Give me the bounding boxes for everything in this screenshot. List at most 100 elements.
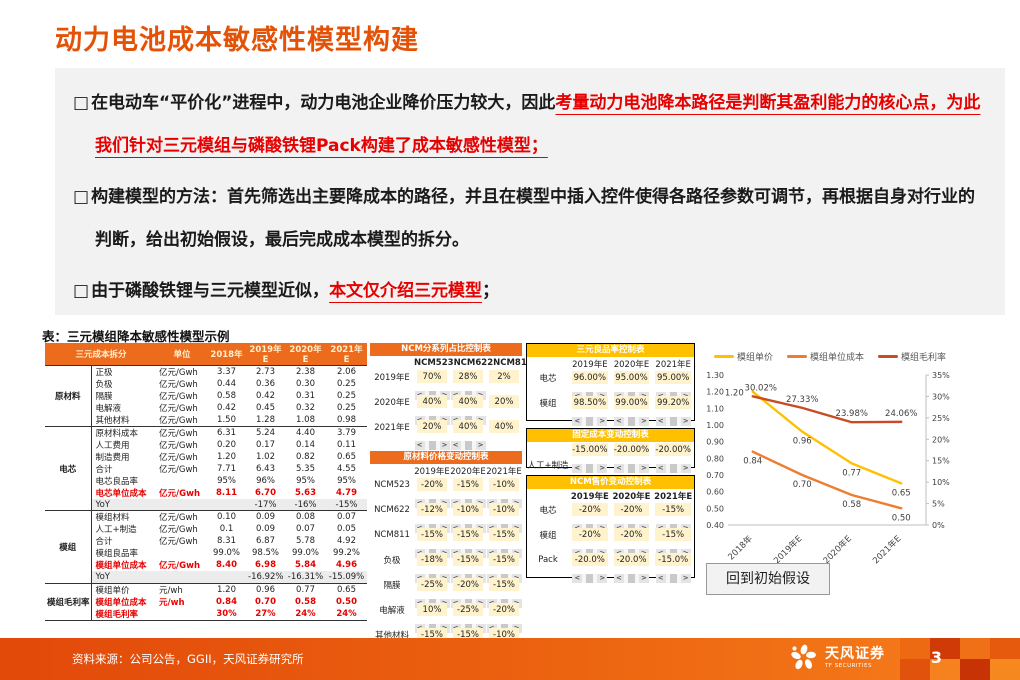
cost-table-header-cell: 2021年E [326,343,368,366]
spinner-thumb[interactable] [669,464,677,473]
cost-table-value: 0.36 [256,379,275,389]
spinner-control[interactable]: <> [414,441,450,450]
spinner-control[interactable]: <> [572,574,608,583]
cost-table-value: 95% [337,476,356,486]
spinner-left-arrow[interactable]: < [613,464,624,473]
cost-table-item-name: 原材料成本 [91,426,158,439]
control-value: 95.00% [613,371,650,384]
spinner-control[interactable]: <> [572,417,608,426]
spinner-control[interactable]: <> [655,464,691,473]
control-value: 95.00% [655,371,691,384]
x-axis-label: 2021年E [870,533,903,566]
spinner-left-arrow[interactable]: < [572,574,583,583]
cost-table-item-name: 模组单位成本 [95,561,147,572]
control-value-cell: 95.00% [652,370,694,385]
control-value-cell: 2% [486,369,522,384]
spinner-left-arrow[interactable]: < [414,441,425,450]
control-spinner-row: <><><> [527,515,694,533]
control-table: NCM售价变动控制表 2019年E 2020年E 2021年E 电芯 -20% -20% -1… [526,475,695,583]
cost-table-value: 0.44 [217,379,236,389]
control-value-cell: 70% [414,369,450,384]
cost-table-value: -17% [246,499,286,511]
spinner-left-arrow[interactable]: < [655,464,666,473]
spinner-thumb[interactable] [586,417,594,426]
spinner-right-arrow[interactable]: > [597,574,608,583]
cost-table-header: 三元成本拆分 单位 2018年 2019年E 2020年E 2021年E [45,343,368,366]
control-value: -20% [417,478,447,491]
spinner-thumb[interactable] [586,464,594,473]
spinner-right-arrow[interactable]: > [597,417,608,426]
spinner-right-arrow[interactable]: > [597,464,608,473]
spinner-left-arrow[interactable]: < [613,574,624,583]
spinner-thumb[interactable] [586,574,594,583]
control-tables-left: NCM分系列占比控制表 NCM523 NCM622 NCM811 2019年E 70% 28… [370,343,533,659]
control-value-row: Pack -20.0% -20.0% -15.0% [527,552,694,566]
spinner-thumb[interactable] [627,464,635,473]
control-table-title: NCM分系列占比控制表 [370,343,522,356]
cost-table-unit: 亿元/Gwh [159,537,198,548]
spinner-left-arrow[interactable]: < [572,417,583,426]
cost-table-value: 6.70 [255,488,276,498]
control-spinner-cell: <> [569,408,611,427]
spinner-right-arrow[interactable]: > [638,417,649,426]
cost-table-value: 30% [216,608,237,619]
spinner-control[interactable]: <> [572,464,608,473]
cost-breakdown-table: 三元成本拆分 单位 2018年 2019年E 2020年E 2021年E 原材料 正极 亿元/… [45,343,368,621]
spinner-left-arrow[interactable]: < [450,441,461,450]
control-table-title: NCM售价变动控制表 [527,476,694,489]
right-axis-tick-label: 25% [932,414,950,423]
table-caption: 表：三元模组降本敏感性模型示例 [42,329,230,344]
bullet-marker: □ [73,281,90,301]
legend-label: 模组毛利率 [901,353,947,363]
mosaic-tile [930,659,960,680]
spinner-track [665,417,681,426]
spinner-left-arrow[interactable]: < [572,464,583,473]
spinner-thumb[interactable] [627,574,635,583]
spinner-right-arrow[interactable]: > [439,441,450,450]
spinner-control[interactable]: <> [613,417,649,426]
control-spinner-row: <><><> [370,540,522,558]
data-label: 0.77 [842,468,861,478]
cost-table-value: 3.79 [326,426,368,439]
cost-table-value: 5.24 [246,426,286,439]
reset-assumptions-button[interactable]: 回到初始假设 [706,563,830,595]
spinner-left-arrow[interactable]: < [655,574,666,583]
cost-table-value: 3.37 [207,365,247,378]
spinner-right-arrow[interactable]: > [475,441,486,450]
spinner-right-arrow[interactable]: > [638,464,649,473]
cost-table-unit [157,547,207,559]
spinner-thumb[interactable] [428,441,436,450]
spinner-right-arrow[interactable]: > [638,574,649,583]
control-value-cell: -15% [486,577,522,592]
control-value: -15.00% [572,443,608,456]
cost-table-row: 电芯单位成本 亿元/Gwh 8.11 6.70 5.63 4.79 [45,487,367,499]
cost-table-value: -15% [326,499,368,511]
spinner-right-arrow[interactable]: > [680,417,691,426]
spinner-thumb[interactable] [464,441,472,450]
spinner-left-arrow[interactable]: < [613,417,624,426]
cost-table-value: 0.82 [296,452,315,462]
chart-line-3 [751,395,903,424]
spinner-left-arrow[interactable]: < [655,417,666,426]
cost-table-item-name: 电解液 [95,404,122,414]
cost-table-value: 6.43 [256,464,275,474]
spinner-thumb[interactable] [669,417,677,426]
spinner-control[interactable]: <> [655,417,691,426]
cost-table-value: 0.08 [285,510,327,524]
control-row-label: 电解液 [379,605,405,616]
control-value-row: 模组 -20% -20% -15% [527,527,694,541]
cost-table-value: 0.20 [217,440,236,450]
spinner-control[interactable]: <> [613,464,649,473]
spinner-thumb[interactable] [627,417,635,426]
cost-table-unit [157,499,208,511]
right-axis-tick-label: 35% [932,371,950,380]
spinner-thumb[interactable] [669,574,677,583]
control-column-header-row: 2019年E 2020年E 2021年E [527,489,694,502]
spinner-right-arrow[interactable]: > [680,464,691,473]
spinner-control[interactable]: <> [450,441,486,450]
spinner-control[interactable]: <> [655,574,691,583]
spinner-right-arrow[interactable]: > [680,574,691,583]
control-value: -20% [453,578,483,591]
spinner-control[interactable]: <> [613,574,649,583]
